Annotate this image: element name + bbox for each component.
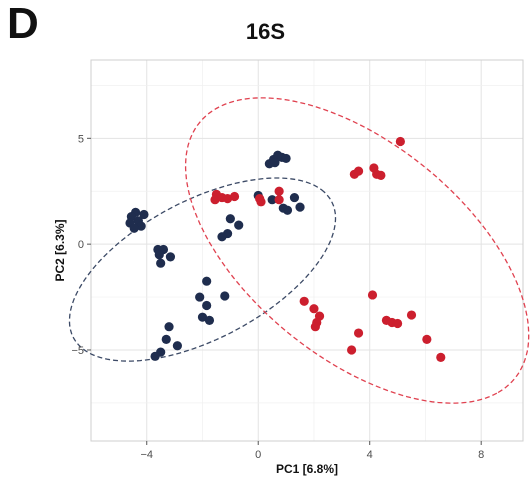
scatter-point	[156, 258, 166, 268]
scatter-point	[310, 322, 320, 332]
scatter-point	[195, 292, 205, 302]
scatter-point	[282, 205, 293, 215]
scatter-point	[229, 191, 240, 202]
scatter-point	[299, 296, 309, 306]
y-tick-label: 5	[78, 133, 84, 145]
scatter-point	[139, 209, 149, 220]
scatter-point	[220, 291, 230, 301]
scatter-point	[367, 290, 378, 300]
axis-ticks: −4 0 4 8 −5 0 5	[71, 133, 484, 461]
scatter-point	[406, 310, 417, 320]
scatter-point	[353, 328, 364, 338]
x-tick-label: −4	[140, 449, 153, 461]
scatter-point	[267, 195, 277, 205]
chart-title: 16S	[245, 19, 286, 44]
scatter-point	[136, 221, 146, 231]
scatter-point	[289, 192, 300, 203]
scatter-point	[225, 214, 235, 224]
scatter-point	[346, 345, 357, 355]
scatter-point	[172, 341, 182, 351]
scatter-point	[281, 153, 291, 164]
x-tick-label: 4	[367, 449, 373, 461]
scatter-point	[353, 166, 364, 176]
scatter-point	[274, 195, 284, 205]
x-tick-label: 8	[478, 449, 484, 461]
scatter-point	[202, 276, 212, 286]
scatter-point	[150, 351, 160, 361]
scatter-point	[274, 186, 284, 196]
scatter-point	[210, 195, 220, 205]
confidence-ellipses	[68, 97, 530, 404]
scatter-point	[129, 223, 139, 233]
gridlines	[90, 60, 523, 441]
scatter-point	[202, 300, 212, 311]
scatter-point	[256, 197, 266, 207]
x-axis-label: PC1 [6.8%]	[276, 462, 338, 476]
y-axis-label: PC2 [6.3%]	[53, 219, 67, 281]
scatter-point	[164, 322, 174, 332]
confidence-ellipse	[184, 97, 530, 404]
x-tick-label: 0	[255, 449, 261, 461]
scatter-point	[154, 250, 164, 260]
panel-label: D	[7, 0, 39, 48]
plot-frame	[90, 59, 524, 442]
scatter-point	[161, 334, 171, 344]
scatter-point	[165, 252, 176, 262]
scatter-point	[217, 232, 227, 242]
scatter-point	[376, 170, 386, 180]
scatter-point	[395, 136, 405, 147]
scatter-point	[204, 315, 215, 325]
scatter-point	[436, 352, 446, 362]
scatter-point	[234, 220, 244, 230]
scatter-point	[422, 334, 432, 344]
scatter-point	[270, 158, 280, 168]
y-tick-label: −5	[71, 345, 84, 357]
confidence-ellipse	[68, 177, 337, 362]
y-tick-label: 0	[78, 239, 84, 251]
scatter-point	[392, 318, 403, 329]
data-points	[125, 136, 446, 362]
scatter-point	[222, 194, 233, 204]
scatter-point	[197, 312, 208, 322]
scatter-point	[309, 304, 319, 314]
scatter-point	[295, 202, 305, 212]
